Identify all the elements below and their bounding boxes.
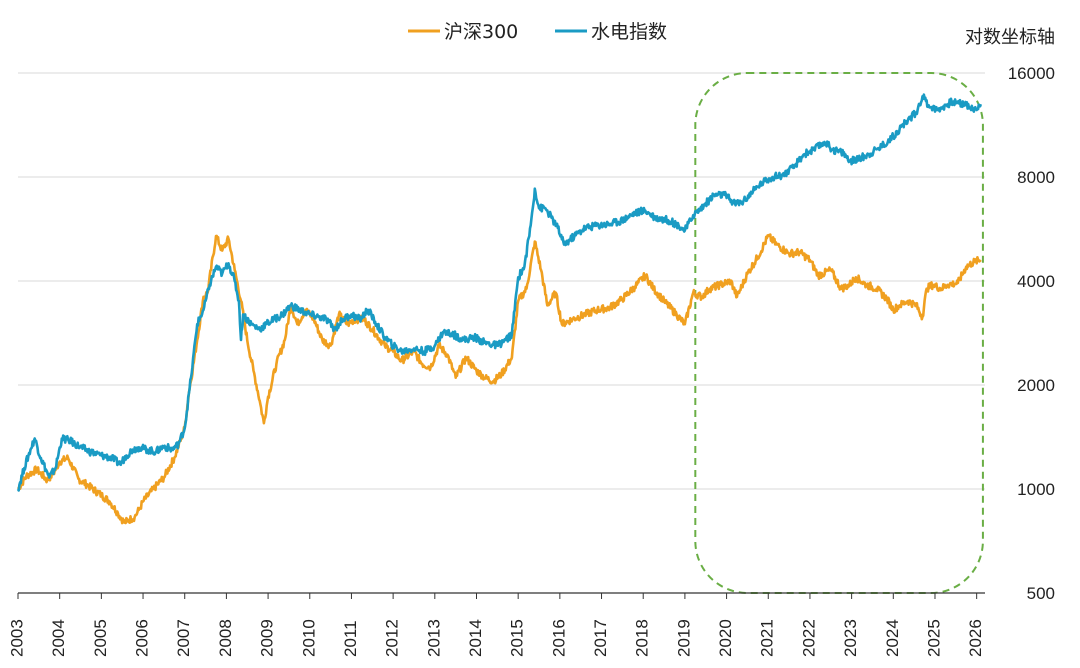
axis-scale-note: 对数坐标轴 (965, 27, 1055, 48)
y-tick-label-16000: 16000 (1008, 64, 1055, 83)
x-tick-label-2008: 2008 (216, 619, 235, 657)
legend-label: 水电指数 (591, 21, 667, 43)
horizontal-gridlines (18, 72, 985, 490)
x-tick-label-2023: 2023 (841, 619, 860, 657)
y-tick-label-2000: 2000 (1017, 376, 1055, 395)
x-tick-label-2011: 2011 (341, 620, 360, 657)
chart-series (16, 93, 983, 525)
x-tick-label-2013: 2013 (424, 619, 443, 657)
x-tick-label-2015: 2015 (508, 619, 527, 657)
x-tick-label-2016: 2016 (549, 619, 568, 657)
x-tick-label-2022: 2022 (799, 619, 818, 657)
x-tick-label-2021: 2021 (758, 619, 777, 657)
x-tick-label-2012: 2012 (383, 619, 402, 657)
x-tick-label-2009: 2009 (258, 619, 277, 657)
x-axis: 2003 2004 2005 2006 2007 2008 2009 2010 2011 2012… (7, 592, 985, 657)
x-tick-label-2007: 2007 (174, 619, 193, 657)
y-tick-label-1000: 1000 (1017, 480, 1055, 499)
y-tick-label-8000: 8000 (1017, 168, 1055, 187)
legend-item-hs300: 沪深300 (408, 21, 518, 43)
legend-label: 沪深300 (444, 21, 518, 43)
x-tick-label-2004: 2004 (49, 619, 68, 657)
x-tick-label-2005: 2005 (91, 619, 110, 657)
x-tick-label-2026: 2026 (966, 619, 985, 657)
x-tick-label-2024: 2024 (883, 619, 902, 657)
x-tick-label-2006: 2006 (133, 619, 152, 657)
y-tick-label-4000: 4000 (1017, 272, 1055, 291)
x-tick-label-2018: 2018 (633, 619, 652, 657)
chart-legend: 沪深300 水电指数 (408, 21, 667, 43)
x-tick-label-2025: 2025 (924, 619, 943, 657)
x-tick-label-2019: 2019 (674, 619, 693, 657)
x-tick-label-2010: 2010 (299, 619, 318, 657)
x-tick-label-2014: 2014 (466, 619, 485, 657)
series-line-hs300 (16, 233, 982, 525)
y-tick-label-500: 500 (1027, 584, 1055, 603)
x-tick-label-2020: 2020 (716, 619, 735, 657)
y-axis: 500 1000 2000 4000 8000 16000 (1008, 64, 1055, 603)
legend-item-hydro-index: 水电指数 (555, 21, 667, 43)
series-line-hydro-index (16, 93, 983, 492)
x-tick-label-2017: 2017 (591, 619, 610, 657)
x-tick-label-2003: 2003 (7, 619, 26, 657)
